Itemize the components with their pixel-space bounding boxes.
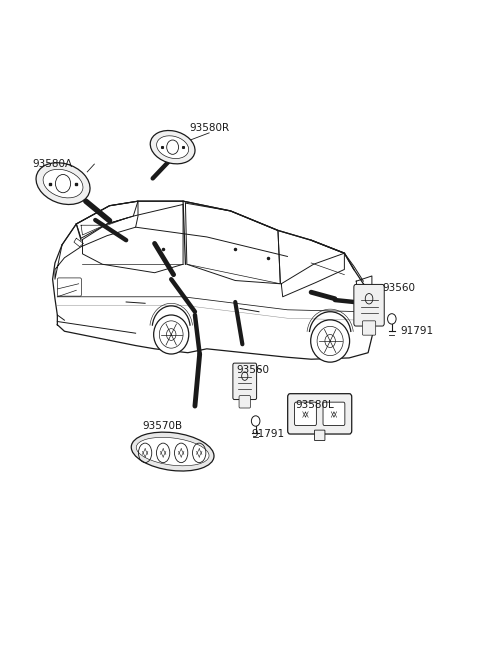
Text: 93580A: 93580A [33,159,73,169]
Ellipse shape [156,136,189,159]
Ellipse shape [43,169,83,198]
Text: 93580L: 93580L [296,400,334,410]
Text: 93580R: 93580R [189,123,229,133]
Ellipse shape [387,314,396,324]
Text: 93560: 93560 [383,283,415,293]
Text: 93560: 93560 [237,365,270,375]
FancyBboxPatch shape [314,430,325,441]
Text: 93570B: 93570B [143,420,183,430]
Text: 91791: 91791 [400,326,433,337]
Ellipse shape [131,432,214,471]
Ellipse shape [252,416,260,426]
Text: 91791: 91791 [252,429,285,439]
Ellipse shape [150,131,195,164]
Ellipse shape [36,163,90,205]
FancyBboxPatch shape [323,402,345,426]
FancyBboxPatch shape [362,321,376,335]
Ellipse shape [136,438,209,466]
Ellipse shape [154,315,189,354]
FancyBboxPatch shape [288,394,352,434]
Ellipse shape [311,320,349,362]
FancyBboxPatch shape [295,402,316,426]
FancyBboxPatch shape [239,396,251,408]
FancyBboxPatch shape [233,363,257,400]
FancyBboxPatch shape [354,285,384,326]
